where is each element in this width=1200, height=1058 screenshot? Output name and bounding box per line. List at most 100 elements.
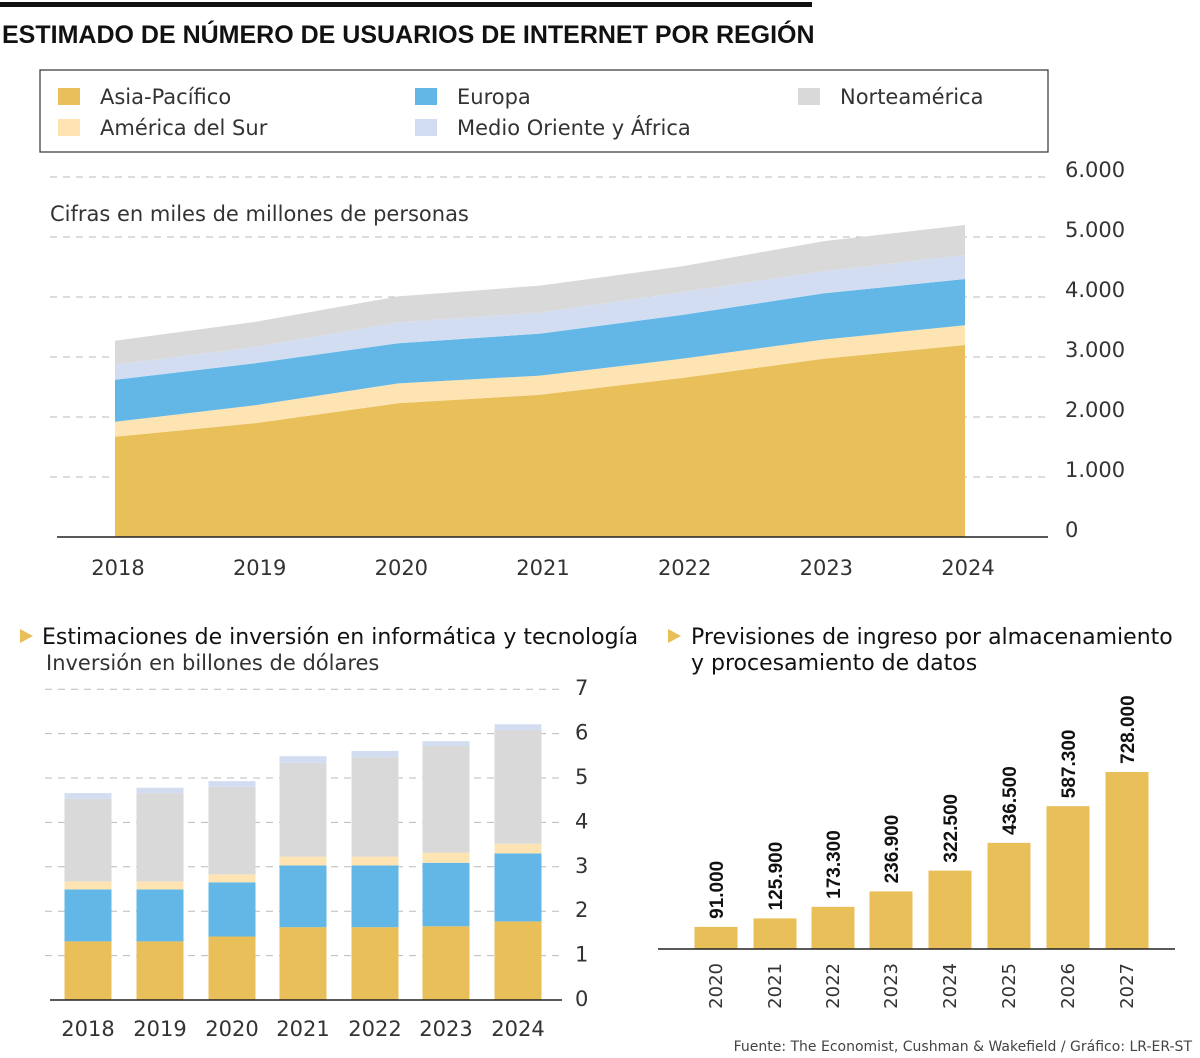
x-tick-label: 2020	[706, 963, 727, 1009]
y-tick-label: 4	[575, 809, 588, 833]
bar-segment-1	[494, 853, 542, 922]
area-series-2	[115, 279, 965, 422]
x-tick-label: 2024	[491, 1017, 544, 1041]
revenue-bar	[987, 842, 1031, 949]
y-tick-label: 1.000	[1065, 458, 1125, 482]
x-tick-label: 2023	[881, 963, 902, 1009]
bar-segment-2	[279, 856, 327, 866]
x-tick-label: 2018	[91, 556, 144, 580]
x-tick-label: 2019	[233, 556, 286, 580]
bar-segment-0	[494, 921, 542, 1000]
area-series-0	[115, 345, 965, 537]
revenue-chart-title-line1: Previsiones de ingreso por almacenamient…	[691, 625, 1173, 650]
x-tick-label: 2025	[999, 963, 1020, 1009]
top-rule	[0, 2, 812, 7]
revenue-bar	[1046, 806, 1090, 949]
page-title: ESTIMADO DE NÚMERO DE USUARIOS DE INTERN…	[2, 19, 815, 49]
y-tick-label: 4.000	[1065, 278, 1125, 302]
revenue-bar-chart: Previsiones de ingreso por almacenamient…	[658, 625, 1175, 1009]
bar-value-label: 436.500	[1000, 766, 1021, 835]
revenue-bar	[869, 891, 913, 949]
bar-segment-4	[351, 750, 399, 758]
bar-segment-0	[208, 936, 256, 1000]
x-tick-label: 2020	[205, 1017, 258, 1041]
source-note: Fuente: The Economist, Cushman & Wakefie…	[734, 1039, 1193, 1055]
y-tick-label: 1	[575, 943, 588, 967]
bar-segment-0	[279, 927, 327, 1000]
bar-value-label: 91.000	[707, 861, 728, 919]
bullet-triangle-icon	[668, 629, 681, 643]
revenue-bar	[1105, 772, 1149, 949]
x-tick-label: 2021	[276, 1017, 329, 1041]
investment-bar-chart: Estimaciones de inversión en informática…	[20, 625, 638, 1041]
legend-box	[39, 69, 1049, 153]
bar-segment-2	[422, 852, 470, 863]
y-tick-label: 3.000	[1065, 338, 1125, 362]
investment-chart-title: Estimaciones de inversión en informática…	[42, 625, 638, 650]
area-chart: Cifras en miles de millones de personas …	[50, 158, 1125, 580]
bar-segment-2	[136, 881, 184, 890]
legend-swatch-4	[798, 88, 820, 105]
x-tick-label: 2024	[941, 556, 994, 580]
y-tick-label: 2.000	[1065, 398, 1125, 422]
x-tick-label: 2019	[133, 1017, 186, 1041]
bar-segment-3	[136, 793, 184, 882]
bar-segment-0	[64, 941, 112, 1000]
revenue-bar	[694, 926, 738, 949]
legend-label: Europa	[457, 85, 531, 109]
bar-segment-1	[208, 882, 256, 937]
bar-segment-4	[422, 741, 470, 747]
y-tick-label: 6.000	[1065, 158, 1125, 182]
legend-swatch-0	[58, 88, 80, 105]
bar-segment-3	[64, 798, 112, 882]
legend-swatch-3	[415, 119, 437, 136]
y-tick-label: 0	[1065, 518, 1078, 542]
x-tick-label: 2026	[1058, 963, 1079, 1009]
legend-label: América del Sur	[100, 116, 268, 140]
bar-segment-1	[422, 862, 470, 927]
bar-value-label: 322.500	[941, 794, 962, 863]
y-tick-label: 0	[575, 987, 588, 1011]
x-tick-label: 2027	[1117, 963, 1138, 1009]
x-tick-label: 2022	[658, 556, 711, 580]
bar-value-label: 125.900	[766, 842, 787, 911]
x-tick-label: 2021	[516, 556, 569, 580]
area-series-1	[115, 325, 965, 437]
y-tick-label: 7	[575, 676, 588, 700]
bar-segment-2	[494, 843, 542, 854]
bullet-triangle-icon	[20, 629, 33, 643]
bar-segment-1	[351, 865, 399, 928]
bar-segment-4	[64, 793, 112, 799]
x-tick-label: 2022	[348, 1017, 401, 1041]
x-tick-label: 2024	[940, 963, 961, 1009]
area-series-4	[115, 225, 965, 365]
x-tick-label: 2023	[419, 1017, 472, 1041]
y-tick-label: 5	[575, 765, 588, 789]
bar-segment-0	[422, 926, 470, 1000]
legend-swatch-1	[58, 119, 80, 136]
bar-segment-3	[422, 746, 470, 853]
x-tick-label: 2021	[765, 963, 786, 1009]
bar-segment-1	[64, 889, 112, 942]
x-tick-label: 2018	[61, 1017, 114, 1041]
bar-value-label: 236.900	[882, 815, 903, 884]
bar-segment-4	[494, 724, 542, 731]
y-tick-label: 3	[575, 854, 588, 878]
bar-segment-1	[136, 889, 184, 942]
area-series-3	[115, 255, 965, 380]
investment-chart-subtitle: Inversión en billones de dólares	[46, 651, 379, 675]
revenue-bar	[928, 870, 972, 949]
revenue-bar	[811, 906, 855, 949]
revenue-chart-title-line2: y procesamiento de datos	[691, 651, 977, 676]
bar-segment-2	[64, 881, 112, 890]
bar-segment-3	[494, 730, 542, 844]
bar-segment-0	[136, 941, 184, 1000]
y-tick-label: 2	[575, 898, 588, 922]
legend-label: Norteamérica	[840, 85, 983, 109]
bar-segment-3	[279, 762, 327, 857]
legend: Asia-Pacífico América del Sur Europa Medio …	[58, 85, 983, 140]
revenue-bar	[753, 918, 797, 949]
bar-segment-4	[208, 781, 256, 787]
bar-value-label: 173.300	[824, 830, 845, 899]
